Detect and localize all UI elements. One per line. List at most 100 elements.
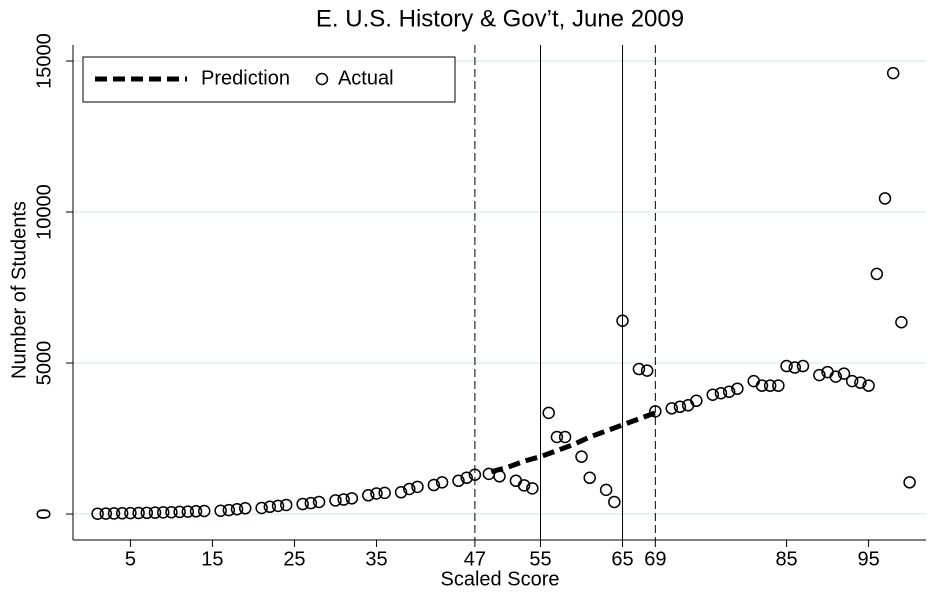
- data-point: [460, 471, 473, 485]
- data-point: [878, 192, 892, 205]
- data-point: [140, 506, 154, 520]
- data-point: [124, 506, 137, 520]
- data-point: [731, 382, 744, 395]
- y-tick-label: 15000: [33, 33, 55, 89]
- data-point: [608, 495, 621, 509]
- legend-label: Actual: [338, 67, 394, 89]
- y-tick-label: 0: [33, 508, 55, 519]
- data-point: [263, 500, 277, 514]
- data-point: [115, 507, 129, 520]
- data-point: [238, 502, 252, 515]
- x-tick-label: 5: [125, 548, 136, 570]
- data-point: [370, 487, 383, 500]
- data-point: [649, 405, 662, 418]
- data-point: [493, 470, 506, 483]
- data-point: [755, 379, 769, 392]
- data-point: [165, 505, 178, 519]
- data-point: [772, 379, 785, 392]
- data-point: [583, 471, 596, 485]
- data-point: [230, 502, 244, 516]
- data-point: [845, 374, 859, 388]
- data-point: [640, 364, 654, 377]
- data-point: [304, 496, 318, 510]
- data-point: [427, 478, 441, 492]
- data-point: [378, 486, 391, 500]
- data-point: [886, 66, 900, 80]
- data-point: [362, 489, 375, 502]
- y-axis-label: Number of Students: [8, 201, 30, 379]
- x-tick-label: 25: [283, 548, 305, 570]
- data-point: [296, 497, 309, 511]
- y-tick-label: 10000: [33, 184, 55, 240]
- legend-label: Prediction: [201, 67, 290, 89]
- data-point: [189, 505, 203, 518]
- data-point: [91, 507, 104, 520]
- data-point: [722, 385, 736, 398]
- x-tick-label: 47: [464, 548, 486, 570]
- data-point: [796, 359, 810, 373]
- data-point: [862, 379, 875, 392]
- x-axis-label: Scaled Score: [441, 568, 560, 590]
- data-point: [550, 430, 564, 444]
- prediction-line: [490, 410, 657, 475]
- data-point: [599, 483, 613, 497]
- data-point: [271, 499, 285, 513]
- data-point: [329, 494, 342, 507]
- data-point: [903, 476, 916, 489]
- data-point: [526, 482, 539, 495]
- data-point: [214, 504, 227, 517]
- data-point: [345, 492, 359, 505]
- data-point: [575, 450, 588, 463]
- data-point: [854, 376, 867, 389]
- data-point: [616, 314, 629, 327]
- data-point: [895, 315, 908, 329]
- data-point: [107, 507, 121, 520]
- data-point: [788, 361, 802, 374]
- data-point: [197, 504, 211, 518]
- legend-swatch: [315, 72, 329, 86]
- x-tick-label: 65: [611, 548, 633, 570]
- data-point: [99, 507, 113, 520]
- data-point: [411, 480, 424, 494]
- data-point: [813, 368, 826, 382]
- data-point: [714, 386, 728, 400]
- chart-title: E. U.S. History & Gov’t, June 2009: [316, 5, 684, 32]
- data-point: [403, 482, 416, 496]
- data-point: [870, 267, 884, 281]
- data-point: [435, 476, 449, 489]
- data-point: [468, 468, 482, 482]
- data-point: [337, 493, 350, 506]
- data-point: [312, 495, 326, 509]
- data-point: [132, 506, 145, 520]
- x-tick-label: 35: [365, 548, 387, 570]
- data-point: [780, 359, 793, 373]
- data-point: [690, 394, 703, 408]
- data-point: [452, 474, 465, 488]
- x-tick-label: 55: [529, 548, 551, 570]
- data-point: [829, 370, 843, 383]
- data-point: [673, 400, 687, 414]
- x-tick-label: 95: [857, 548, 879, 570]
- data-point: [222, 503, 236, 517]
- data-point: [763, 379, 777, 392]
- x-tick-label: 15: [201, 548, 223, 570]
- data-point: [517, 479, 531, 492]
- data-point: [280, 498, 293, 512]
- data-point: [181, 505, 195, 518]
- data-point: [558, 430, 572, 444]
- data-point: [632, 362, 646, 376]
- legend-box: [82, 56, 456, 103]
- y-tick-label: 5000: [33, 341, 55, 386]
- data-point: [665, 402, 678, 415]
- x-tick-label: 85: [775, 548, 797, 570]
- x-tick-label: 69: [644, 548, 666, 570]
- data-point: [156, 506, 170, 519]
- data-point: [148, 506, 162, 519]
- data-point: [173, 505, 186, 519]
- data-point: [394, 486, 408, 499]
- data-point: [837, 367, 851, 380]
- data-point: [542, 406, 555, 420]
- data-point: [706, 388, 719, 401]
- data-point: [255, 501, 268, 515]
